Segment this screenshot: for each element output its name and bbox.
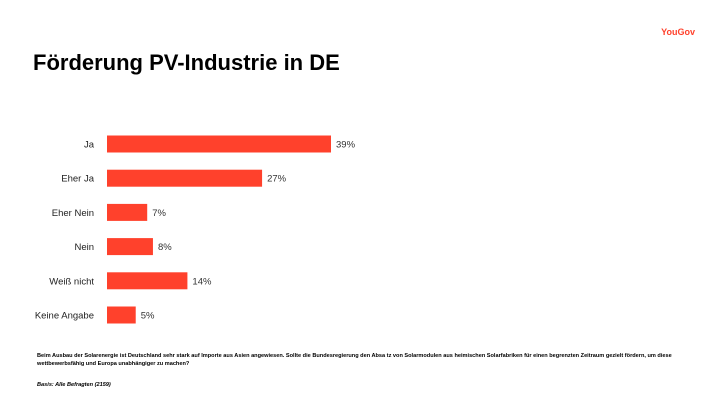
bar [107,203,148,221]
category-label: Weiß nicht [49,276,94,287]
question-footnote: Beim Ausbau der Solarenergie ist Deutsch… [37,353,672,368]
basis-note: Basis: Alle Befragten (2159) [37,382,111,388]
page-title: Förderung PV-Industrie in DE [33,50,340,75]
category-label: Eher Ja [61,174,94,185]
value-label: 39% [336,140,356,151]
bar [107,135,331,153]
yougov-logo: YouGov [661,27,695,37]
value-label: 8% [158,242,172,253]
value-label: 7% [152,208,166,219]
category-label: Nein [74,242,94,253]
category-label: Keine Angabe [35,311,94,322]
category-label: Eher Nein [52,208,94,219]
value-label: 27% [267,174,287,185]
value-label: 5% [141,311,155,322]
bar [107,238,153,256]
bar [107,306,136,324]
value-label: 14% [192,276,212,287]
bar [107,169,263,187]
bar [107,272,188,290]
category-label: Ja [84,140,95,151]
bar-chart: Ja 39% Eher Ja 27% Eher Nein 7% Nein 8% Weiß nic… [35,135,356,324]
